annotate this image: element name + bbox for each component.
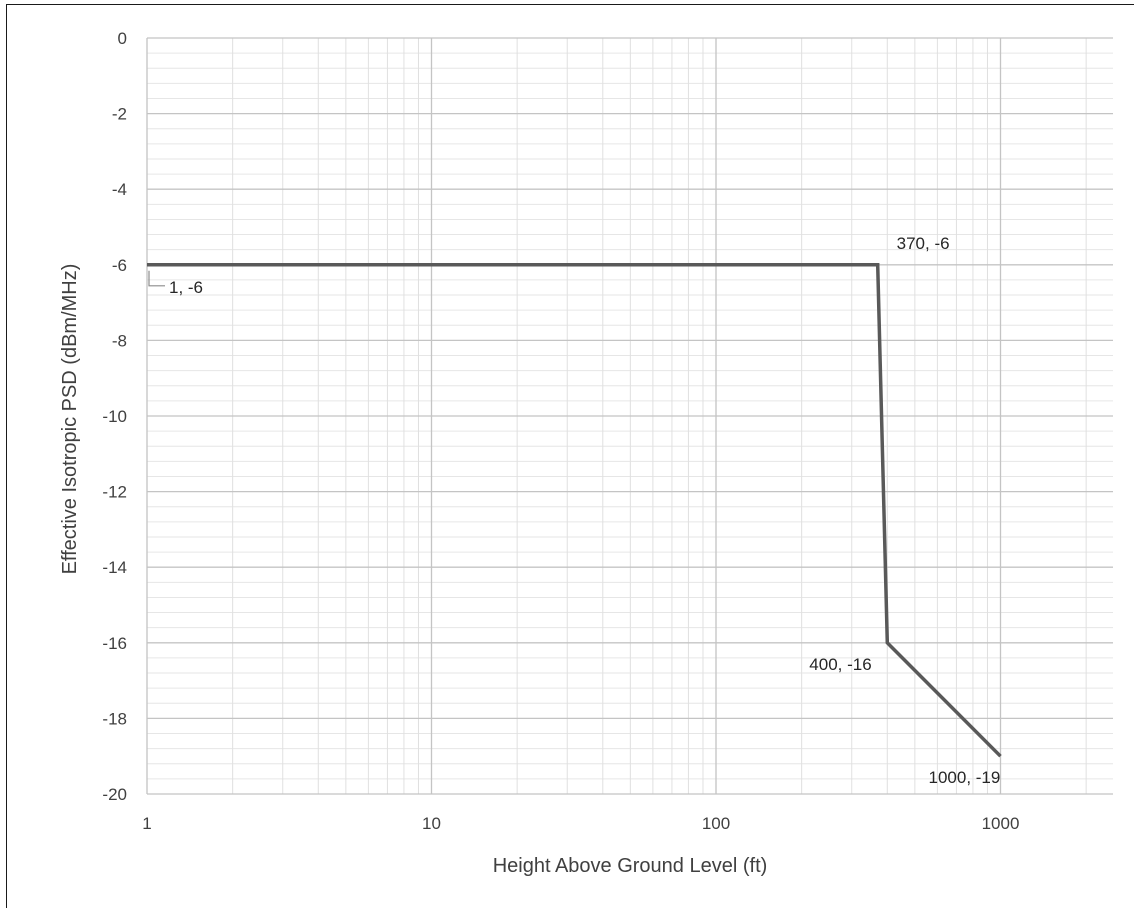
- tick-labels: 0 -2 -4 -6 -8 -10 -12 -14 -16 -18 -20 1 10 100 1000: [102, 29, 1019, 833]
- x-axis-title: Height Above Ground Level (ft): [493, 855, 768, 877]
- grid: [146, 37, 1113, 795]
- y-tick-label: -8: [112, 331, 127, 350]
- series: [147, 263, 1002, 758]
- y-tick-label: -16: [102, 634, 127, 653]
- chart-svg: 0 -2 -4 -6 -8 -10 -12 -14 -16 -18 -20 1 10 100 1000 1,…: [59, 29, 1113, 877]
- data-label: 400, -16: [809, 655, 871, 674]
- y-axis-title: Effective Isotropic PSD (dBm/MHz): [59, 264, 81, 575]
- y-tick-label: 0: [118, 29, 127, 48]
- x-tick-label: 1000: [982, 814, 1020, 833]
- y-tick-label: -10: [102, 407, 127, 426]
- chart-frame: 0 -2 -4 -6 -8 -10 -12 -14 -16 -18 -20 1 10 100 1000 1,…: [6, 4, 1134, 908]
- x-tick-label: 100: [702, 814, 730, 833]
- data-label: 1000, -19: [929, 768, 1001, 787]
- y-tick-label: -4: [112, 180, 127, 199]
- y-tick-label: -14: [102, 558, 127, 577]
- y-tick-label: -6: [112, 256, 127, 275]
- series-line: [147, 263, 1002, 758]
- x-tick-label: 10: [422, 814, 441, 833]
- x-tick-label: 1: [142, 814, 151, 833]
- data-labels: 1, -6 370, -6 400, -16 1000, -19: [148, 234, 1001, 787]
- y-tick-label: -18: [102, 709, 127, 728]
- y-tick-label: -2: [112, 105, 127, 124]
- y-tick-label: -12: [102, 483, 127, 502]
- data-label: 1, -6: [169, 278, 203, 297]
- data-label: 370, -6: [897, 234, 950, 253]
- data-label-leader: [148, 270, 165, 287]
- y-tick-label: -20: [102, 785, 127, 804]
